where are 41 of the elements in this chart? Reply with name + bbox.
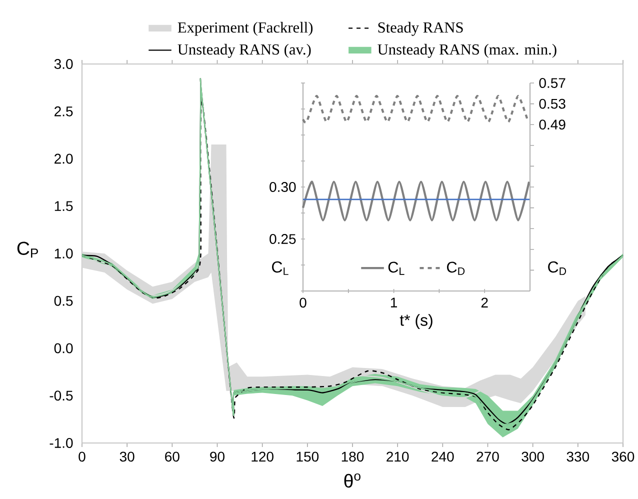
x-tick-label: 330 [566,452,590,462]
legend-label: Unsteady RANS (av.) [178,44,311,58]
x-tick-label: 270 [476,452,499,462]
y-tick-label: 1.0 [54,248,73,258]
y2-axis-title: C$_{D}$ [548,261,566,275]
legend-label: Steady RANS [378,22,463,36]
y2-tick-label: 0.49 [539,120,566,130]
y2-tick-label: 0.53 [539,98,566,109]
legend-label: Unsteady RANS (max. min.) [378,44,556,58]
x-tick-label: 180 [342,452,364,462]
x-tick-label: 0 [78,452,86,462]
y-tick-label: -0.5 [50,390,73,401]
y-tick-label: 0.30 [270,182,296,192]
x-tick-label: 60 [165,452,180,462]
y-tick-label: 0.25 [270,234,296,244]
y-tick-label: 3.0 [54,59,73,69]
x-tick-label: 300 [522,452,544,462]
x-axis-title: θ$^{o}$ [344,473,360,488]
x-tick-label: 30 [120,452,134,462]
y-tick-label: 2.0 [54,154,73,164]
x-tick-label: 360 [612,452,634,462]
legend-label: Experiment (Fackrell) [178,22,313,36]
x-tick-label: 210 [386,452,409,462]
y-tick-label: 0.5 [54,296,73,306]
y-tick-label: 2.5 [54,106,73,116]
y-axis-title: C$_{P}$ [17,242,38,258]
x-tick-label: 240 [432,452,454,462]
x-tick-label: 0 [300,298,306,308]
y-tick-label: 1.5 [54,201,73,212]
y2-tick-label: 0.57 [539,78,566,88]
y-tick-label: 0.0 [54,343,73,354]
y-tick-label: -1.0 [50,438,73,448]
legend-label: C$_{D}$ [447,262,465,275]
x-tick-label: 120 [252,452,274,462]
x-axis-title: t* (s) [400,314,432,330]
legend-label: C$_{L}$ [388,262,404,275]
x-tick-label: 150 [296,452,319,462]
x-tick-label: 90 [210,452,224,462]
x-tick-label: 2 [481,298,488,308]
x-tick-label: 1 [390,298,397,308]
y-axis-title: C$_{L}$ [272,261,288,275]
